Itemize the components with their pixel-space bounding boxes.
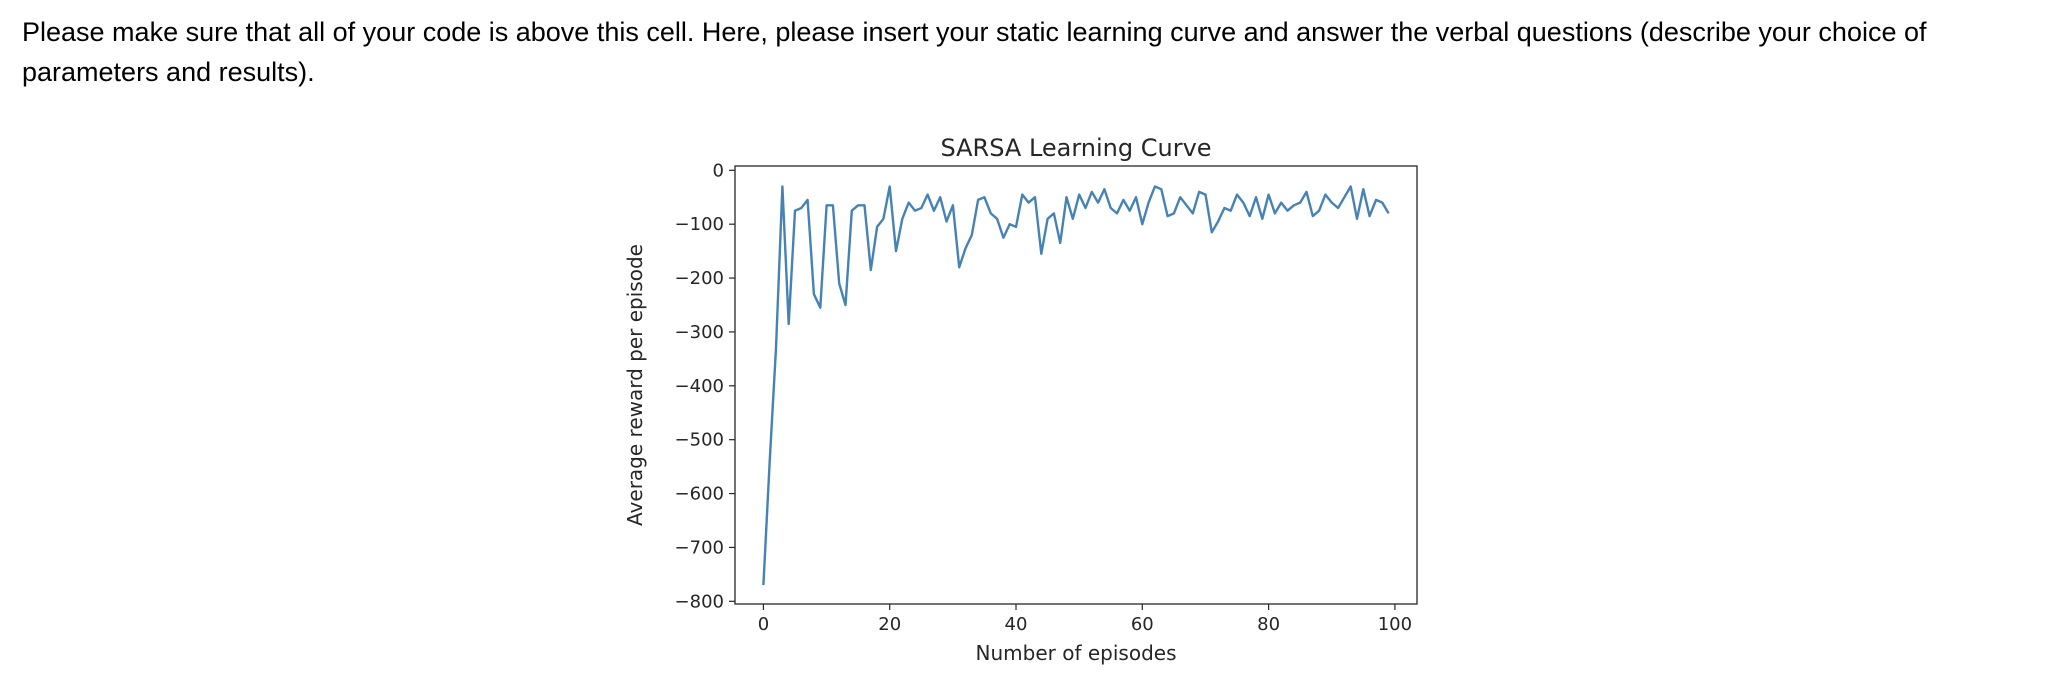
y-axis-ticks: 0 −100 −200 −300 −400 −500 −600 −700 −800 xyxy=(675,160,735,612)
x-axis-ticks: 0 20 40 60 80 100 xyxy=(758,604,1412,635)
x-tick-label: 100 xyxy=(1378,614,1412,635)
cell-instructions: Please make sure that all of your code i… xyxy=(22,17,1927,87)
series-group xyxy=(762,185,1390,586)
y-tick-label: −300 xyxy=(675,322,724,343)
x-tick-label: 40 xyxy=(1005,614,1028,635)
plot-frame xyxy=(734,165,1418,605)
y-tick-label: −500 xyxy=(675,430,724,451)
y-axis-label: Average reward per episode xyxy=(623,244,647,526)
x-tick-label: 60 xyxy=(1131,614,1154,635)
y-tick-label: 0 xyxy=(713,160,724,181)
y-tick-label: −400 xyxy=(675,376,724,397)
x-tick-label: 80 xyxy=(1257,614,1280,635)
y-tick-label: −200 xyxy=(675,268,724,289)
series-line-0 xyxy=(762,185,1390,586)
y-tick-label: −600 xyxy=(675,484,724,505)
learning-curve-chart: SARSA Learning Curve 0 20 40 60 80 100 0 −100 −… xyxy=(623,134,1418,665)
x-tick-label: 0 xyxy=(758,614,769,635)
y-tick-label: −700 xyxy=(675,537,724,558)
x-axis-label: Number of episodes xyxy=(976,641,1177,665)
chart-title: SARSA Learning Curve xyxy=(940,134,1211,162)
plot-area xyxy=(734,165,1418,605)
y-tick-label: −800 xyxy=(675,591,724,612)
x-tick-label: 20 xyxy=(878,614,901,635)
learning-curve-figure: SARSA Learning Curve 0 20 40 60 80 100 0 −100 −… xyxy=(620,118,1440,678)
y-tick-label: −100 xyxy=(675,214,724,235)
